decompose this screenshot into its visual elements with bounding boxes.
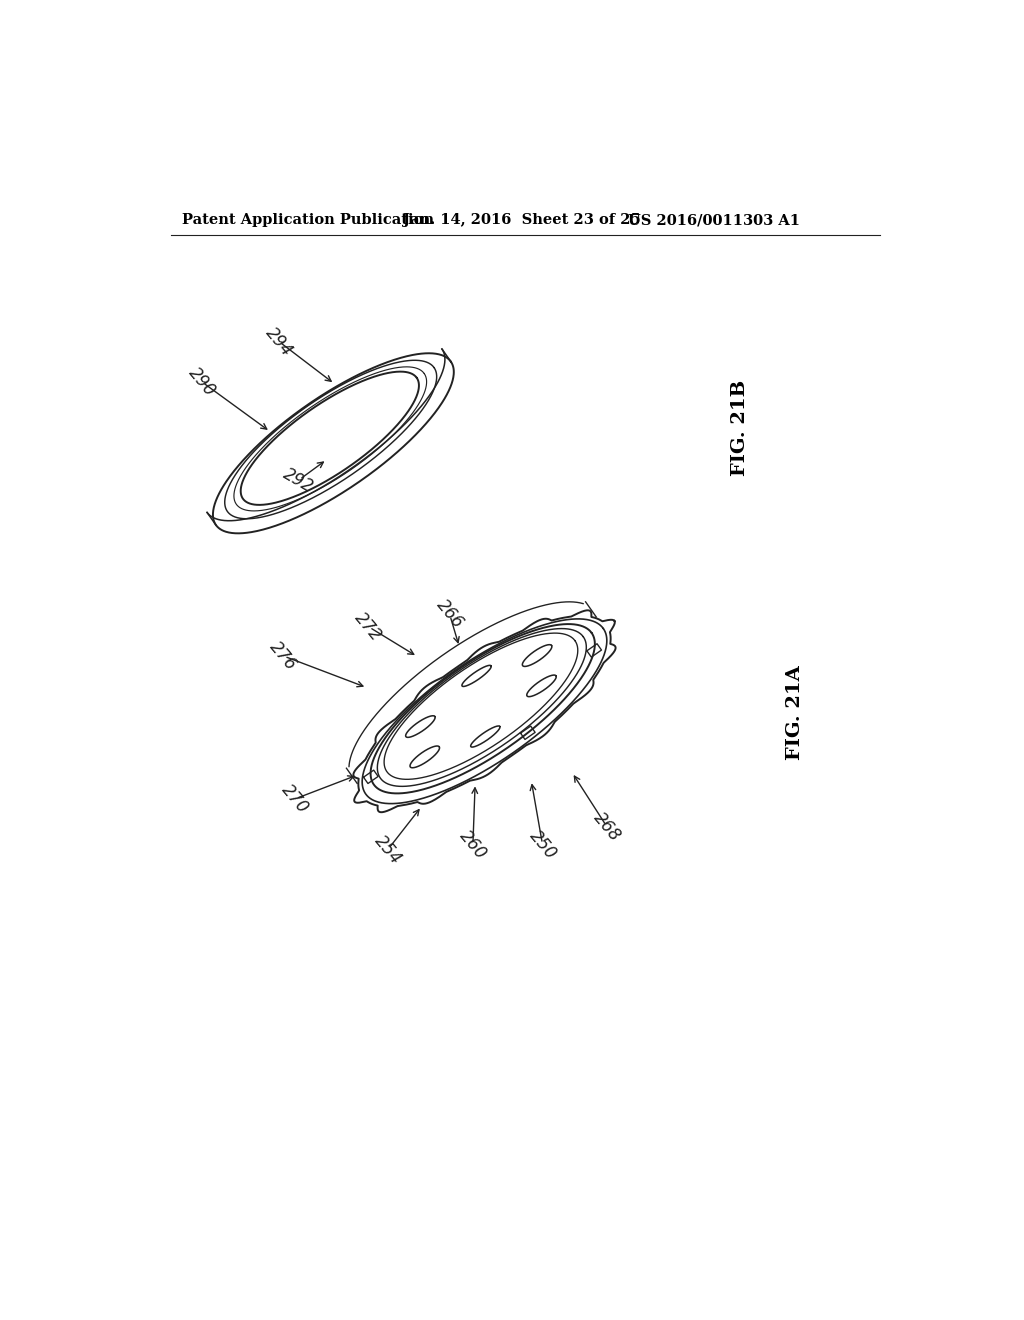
- Text: 292: 292: [281, 465, 316, 496]
- Text: 268: 268: [590, 809, 624, 845]
- Text: 290: 290: [184, 364, 219, 400]
- Text: 276: 276: [266, 638, 300, 673]
- Text: 270: 270: [278, 781, 311, 817]
- Text: 294: 294: [262, 323, 296, 359]
- Text: Patent Application Publication: Patent Application Publication: [182, 213, 434, 227]
- Text: Jan. 14, 2016  Sheet 23 of 25: Jan. 14, 2016 Sheet 23 of 25: [403, 213, 641, 227]
- Text: US 2016/0011303 A1: US 2016/0011303 A1: [628, 213, 800, 227]
- Text: 250: 250: [525, 828, 560, 863]
- Text: FIG. 21A: FIG. 21A: [785, 665, 804, 760]
- Text: 260: 260: [456, 828, 490, 863]
- Text: 254: 254: [371, 832, 404, 867]
- Text: FIG. 21B: FIG. 21B: [731, 380, 750, 477]
- Text: 266: 266: [432, 597, 467, 632]
- Text: 272: 272: [351, 609, 385, 644]
